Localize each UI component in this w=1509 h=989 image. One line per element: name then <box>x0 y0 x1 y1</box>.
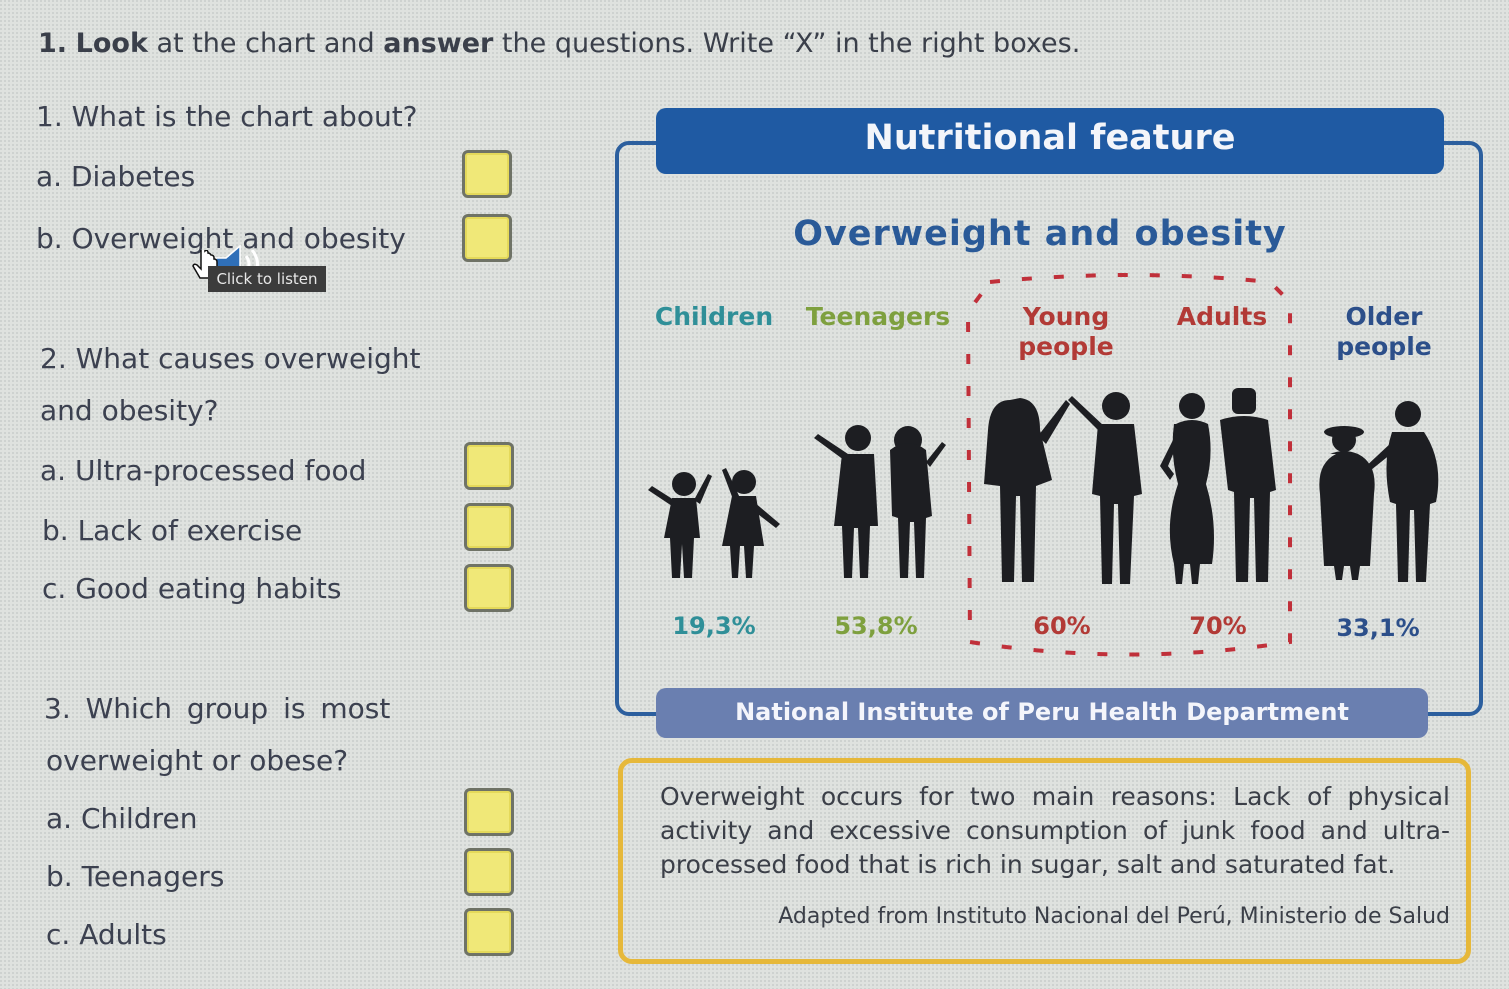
infographic-title: Overweight and obesity <box>793 214 1287 254</box>
note-credit: Adapted from Instituto Nacional del Perú… <box>778 904 1450 929</box>
instruction-bold-look: Look <box>75 28 148 59</box>
group-label-young-people: Young people <box>986 302 1146 362</box>
q2-option-b-label: b. Lack of exercise <box>42 514 303 547</box>
teenagers-silhouette-icon <box>814 425 946 578</box>
older-people-silhouette-icon <box>1319 401 1439 582</box>
group-label-teenagers: Teenagers <box>798 302 958 332</box>
children-silhouette-icon <box>648 468 780 578</box>
young-people-silhouette-icon <box>984 392 1142 584</box>
q1-option-a-label: a. Diabetes <box>36 160 196 193</box>
value-older-people: 33,1% <box>1336 614 1420 642</box>
people-silhouettes <box>648 388 1439 584</box>
q2-option-a-label: a. Ultra-processed food <box>40 454 367 487</box>
group-label-adults: Adults <box>1142 302 1302 332</box>
infographic-source: National Institute of Peru Health Depart… <box>656 688 1428 738</box>
q3-option-c-label: c. Adults <box>46 918 167 951</box>
q1-option-b-checkbox[interactable] <box>462 214 512 262</box>
listen-button[interactable]: Click to listen <box>208 266 326 292</box>
q3-option-a-label: a. Children <box>46 802 198 835</box>
group-name-older-people: people <box>1336 332 1432 361</box>
instruction-text-rest: the questions. Write “X” in the right bo… <box>493 28 1081 59</box>
instruction-text: at the chart and <box>147 28 384 59</box>
q2-option-a-checkbox[interactable] <box>464 442 514 490</box>
note-box <box>618 758 1471 964</box>
group-label-older-people: Older people <box>1304 302 1464 362</box>
group-name-teenagers: Teenagers <box>805 302 951 331</box>
group-name-older: Older <box>1345 302 1423 331</box>
group-label-children: Children <box>634 302 794 332</box>
value-teenagers: 53,8% <box>834 612 918 640</box>
instruction-number: 1. <box>38 28 68 59</box>
group-name-adults: Adults <box>1176 302 1268 331</box>
q3-option-a-checkbox[interactable] <box>464 788 514 836</box>
q2-option-c-checkbox[interactable] <box>464 564 514 612</box>
group-name-young-people: people <box>1018 332 1114 361</box>
q1-option-a-checkbox[interactable] <box>462 150 512 198</box>
q3-option-b-checkbox[interactable] <box>464 848 514 896</box>
note-text: Overweight occurs for two main reasons: … <box>660 782 1450 879</box>
q3-option-b-label: b. Teenagers <box>46 860 225 893</box>
value-children: 19,3% <box>672 612 756 640</box>
value-adults: 70% <box>1189 612 1247 640</box>
question-2-line2: and obesity? <box>40 394 219 427</box>
q2-option-c-label: c. Good eating habits <box>42 572 342 605</box>
question-3-line1: 3. Which group is most <box>44 692 391 725</box>
q3-option-c-checkbox[interactable] <box>464 908 514 956</box>
dashed-bracket <box>965 273 1292 657</box>
q2-option-b-checkbox[interactable] <box>464 503 514 551</box>
instruction-bold-answer: answer <box>383 28 494 59</box>
question-1: 1. What is the chart about? <box>36 100 418 133</box>
q1-option-b-label: b. Overweight and obesity <box>36 222 406 255</box>
question-3-line2: overweight or obese? <box>46 744 349 777</box>
value-young-people: 60% <box>1033 612 1091 640</box>
infographic-header: Nutritional feature <box>656 108 1444 174</box>
adults-silhouette-icon <box>1160 388 1276 584</box>
instructions: 1. Look at the chart and answer the ques… <box>38 28 1080 59</box>
question-2-line1: 2. What causes overweight <box>40 342 421 375</box>
group-name-young: Young <box>1022 302 1110 331</box>
group-name-children: Children <box>654 302 774 331</box>
